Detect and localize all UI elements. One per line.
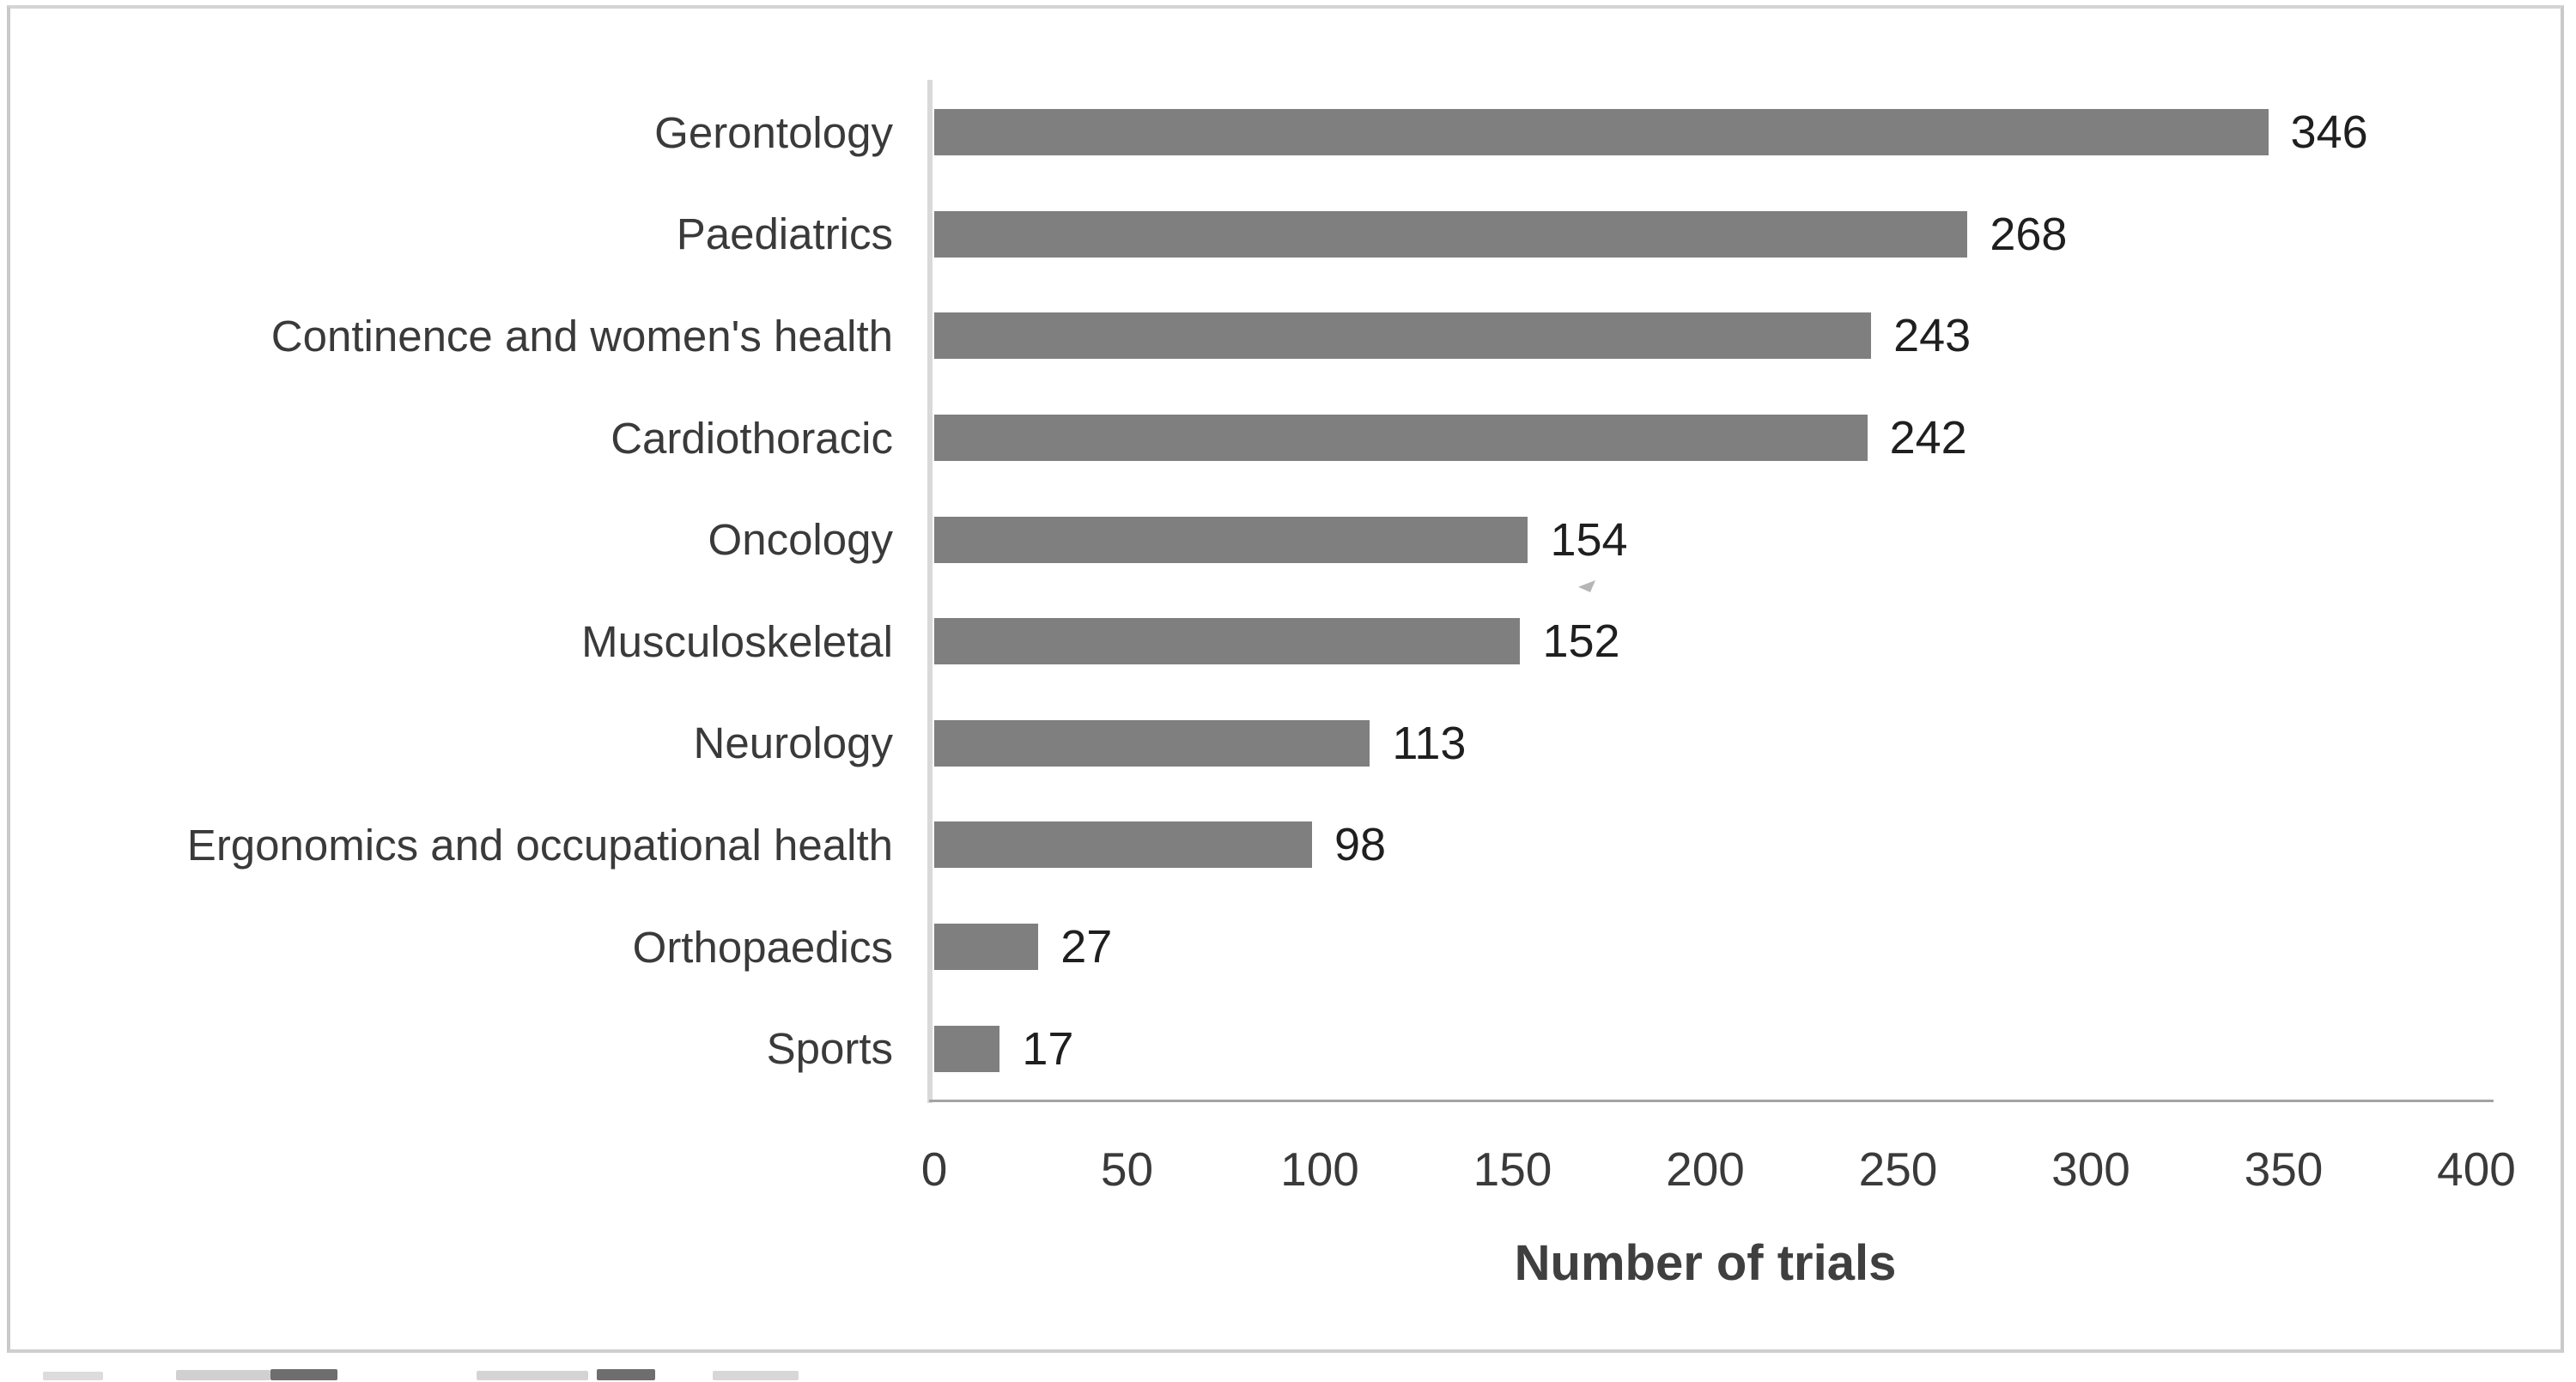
bar-row: 113: [934, 693, 2476, 795]
bar-data-label: 346: [2290, 106, 2368, 159]
bar-data-label: 98: [1334, 819, 1387, 871]
bar-row: 154: [934, 488, 2476, 591]
category-label: Gerontology: [654, 107, 893, 157]
bar-data-label: 113: [1392, 717, 1467, 769]
x-tick-label: 150: [1473, 1143, 1552, 1196]
category-label: Continence and women's health: [270, 311, 893, 361]
category-axis: Gerontology Paediatrics Continence and wom…: [34, 82, 893, 1100]
bar: [934, 210, 1968, 258]
category-label: Ergonomics and occupational health: [186, 820, 893, 870]
bar-row: 98: [934, 794, 2476, 896]
x-tick-label: 50: [1100, 1143, 1154, 1196]
y-axis-line: [927, 80, 933, 1103]
bar-data-label: 17: [1022, 1022, 1074, 1075]
category-label: Oncology: [708, 515, 893, 565]
bar: [934, 312, 1872, 360]
category-label-row: Paediatrics: [34, 184, 893, 286]
category-label-row: Oncology: [34, 488, 893, 591]
cropped-text-artifact: [176, 1370, 270, 1380]
x-axis-ticks: 0 50 100 150 200 250 300 350 400: [921, 1142, 2516, 1210]
cropped-text-artifact: [270, 1369, 337, 1380]
x-tick-label: 100: [1280, 1143, 1359, 1196]
bar-row: 27: [934, 896, 2476, 998]
bar-row: 346: [934, 82, 2476, 184]
x-tick-label: 200: [1666, 1143, 1745, 1196]
bar: [934, 415, 1868, 462]
bar-data-label: 243: [1893, 310, 1971, 362]
bar-plot-area: 346 268 243 242 154 152 113 98 27 17: [934, 82, 2476, 1100]
bar-row: 152: [934, 591, 2476, 693]
category-label: Paediatrics: [676, 209, 893, 259]
category-label-row: Sports: [34, 997, 893, 1100]
category-label-row: Gerontology: [34, 82, 893, 184]
bar: [934, 516, 1528, 563]
category-label: Neurology: [693, 718, 893, 768]
bar-data-label: 152: [1542, 615, 1620, 668]
bar-row: 268: [934, 184, 2476, 286]
x-tick-label: 0: [920, 1143, 948, 1196]
bar: [934, 109, 2269, 156]
cropped-text-artifact: [43, 1372, 103, 1380]
cropped-text-artifact: [597, 1369, 655, 1380]
category-label-row: Ergonomics and occupational health: [34, 794, 893, 896]
x-tick-label: 350: [2244, 1143, 2324, 1196]
bar-data-label: 242: [1889, 412, 1967, 464]
category-label: Orthopaedics: [632, 922, 893, 972]
bar-data-label: 27: [1060, 921, 1113, 973]
category-label: Sports: [766, 1024, 893, 1074]
bar-row: 17: [934, 997, 2476, 1100]
bar: [934, 924, 1039, 971]
bar: [934, 719, 1370, 767]
bar-data-label: 154: [1550, 513, 1628, 566]
cropped-text-artifact: [477, 1371, 588, 1380]
category-label: Musculoskeletal: [581, 616, 893, 666]
bar: [934, 821, 1313, 869]
bar-data-label: 268: [1990, 208, 2068, 260]
cropped-text-artifact: [713, 1371, 799, 1380]
category-label-row: Cardiothoracic: [34, 387, 893, 489]
x-axis-line: [929, 1100, 2494, 1102]
category-label-row: Orthopaedics: [34, 896, 893, 998]
bar-row: 243: [934, 285, 2476, 387]
x-tick-label: 400: [2437, 1143, 2516, 1196]
x-tick-label: 300: [2051, 1143, 2130, 1196]
category-label: Cardiothoracic: [611, 413, 893, 463]
category-label-row: Musculoskeletal: [34, 591, 893, 693]
category-label-row: Neurology: [34, 693, 893, 795]
bar: [934, 618, 1521, 665]
x-axis-title: Number of trials: [1514, 1235, 1897, 1291]
bar-row: 242: [934, 387, 2476, 489]
x-tick-label: 250: [1858, 1143, 1938, 1196]
bar: [934, 1025, 1000, 1072]
category-label-row: Continence and women's health: [34, 285, 893, 387]
